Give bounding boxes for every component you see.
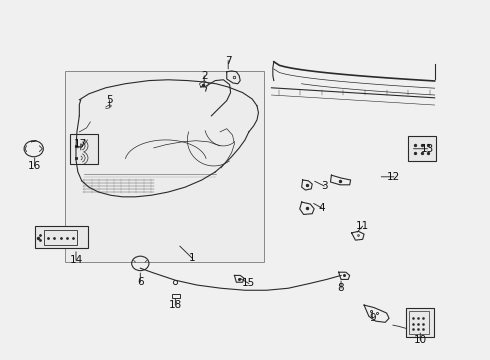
FancyBboxPatch shape <box>65 71 264 262</box>
FancyBboxPatch shape <box>35 226 89 248</box>
Text: 18: 18 <box>169 300 182 310</box>
Text: 8: 8 <box>338 283 344 293</box>
Text: 10: 10 <box>414 336 427 345</box>
Text: 11: 11 <box>356 221 369 231</box>
Text: 12: 12 <box>387 172 400 182</box>
Text: 3: 3 <box>321 181 327 191</box>
Text: 6: 6 <box>137 277 144 287</box>
Text: 14: 14 <box>70 255 83 265</box>
Text: 17: 17 <box>74 139 87 149</box>
FancyBboxPatch shape <box>406 308 434 337</box>
Text: 15: 15 <box>242 278 255 288</box>
Text: 1: 1 <box>189 253 196 263</box>
Text: 5: 5 <box>106 95 113 105</box>
Text: 7: 7 <box>225 55 231 66</box>
Text: 4: 4 <box>318 203 325 213</box>
FancyBboxPatch shape <box>70 134 98 164</box>
Text: 2: 2 <box>201 71 207 81</box>
Text: 13: 13 <box>421 144 434 154</box>
FancyBboxPatch shape <box>408 136 436 161</box>
Text: 16: 16 <box>28 161 41 171</box>
Text: 9: 9 <box>369 313 375 323</box>
